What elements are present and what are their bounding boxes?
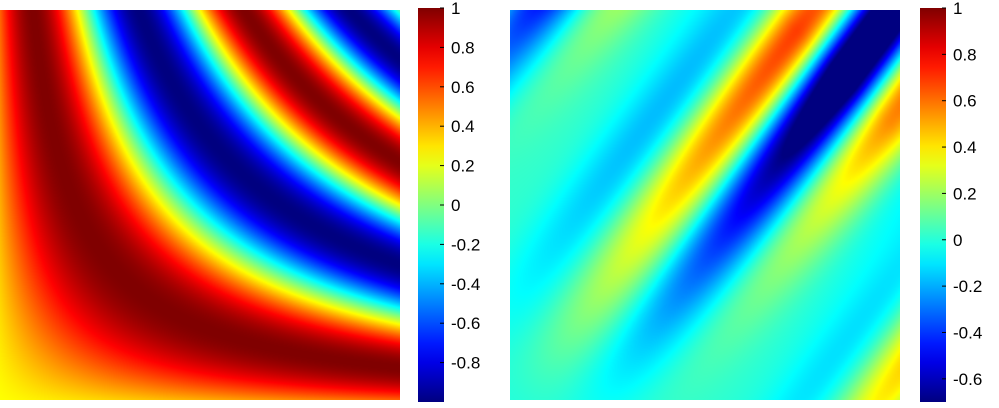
colorbar-1-tick-label: -0.2 xyxy=(451,235,480,254)
colorbar-1-tick-label: 0 xyxy=(451,196,460,215)
colorbar-2-gradient xyxy=(920,8,946,402)
colorbar-2-tick-label: 1 xyxy=(953,0,962,18)
colorbar-1-tick-label: 1 xyxy=(451,0,460,18)
colorbar-2-tick-label: 0.2 xyxy=(953,184,977,203)
colorbar-1-tick-label: -0.8 xyxy=(451,354,480,373)
colorbar-1-tick-label: 0.2 xyxy=(451,157,475,176)
colorbar-1-tick-label: 0.4 xyxy=(451,117,475,136)
colorbar-2-tick-label: 0.4 xyxy=(953,138,977,157)
colorbar-2-tick-label: 0.6 xyxy=(953,92,977,111)
colorbar-1: 1 0.8 0.6 0.4 0.2 0 -0.2 -0.4 -0.6 -0.8 xyxy=(418,0,480,402)
colorbar-1-tick-label: 0.6 xyxy=(451,78,475,97)
colorbar-2-tick-label: 0 xyxy=(953,231,962,250)
colorbar-1-tick-label: -0.6 xyxy=(451,314,480,333)
colorbar-2-tick-label: -0.2 xyxy=(953,277,982,296)
heatmap-panel-2 xyxy=(510,10,900,400)
colorbar-2-tick-label: -0.4 xyxy=(953,323,982,342)
heatmap-panel-1 xyxy=(0,10,400,400)
colorbar-2-tick-label: -0.6 xyxy=(953,370,982,389)
colorbar-1-gradient xyxy=(418,8,444,402)
colorbar-2-tick-label: 0.8 xyxy=(953,45,977,64)
colorbar-1-tick-label: 0.8 xyxy=(451,38,475,57)
heatmap-1-canvas xyxy=(0,10,400,400)
colorbar-1-tick-label: -0.4 xyxy=(451,275,480,294)
heatmap-2-canvas xyxy=(510,10,900,400)
colorbar-2: 1 0.8 0.6 0.4 0.2 0 -0.2 -0.4 -0.6 xyxy=(920,0,982,402)
